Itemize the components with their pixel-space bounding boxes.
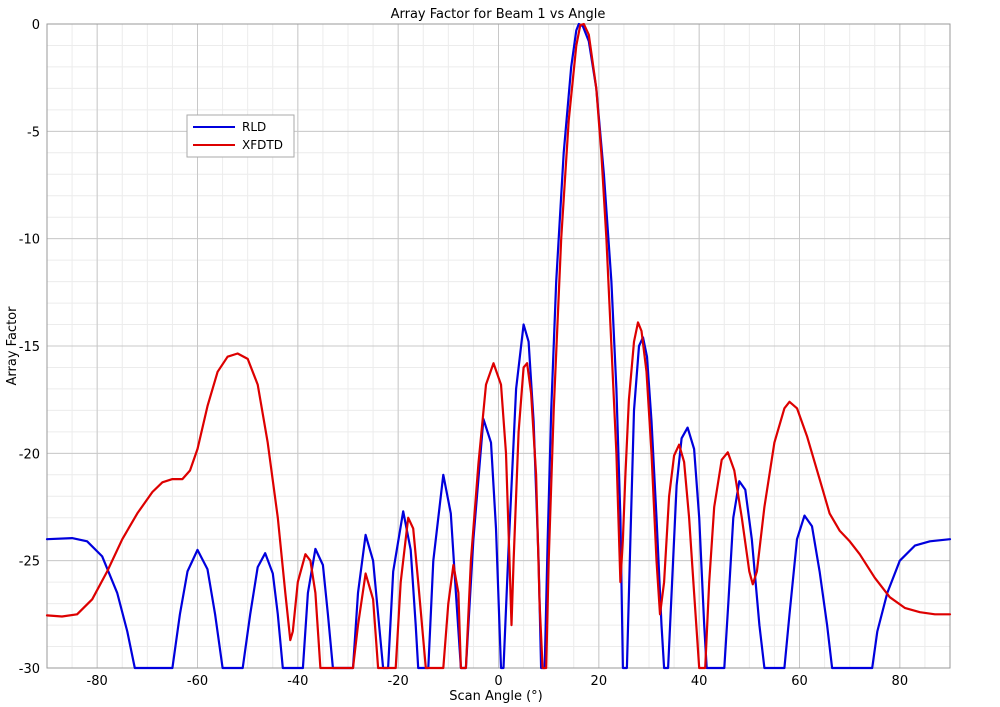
legend-box: [186, 114, 295, 158]
plot-area-frame: [46, 23, 951, 669]
x-tick-label: -80: [87, 674, 108, 689]
y-tick-label: 0: [32, 18, 40, 33]
x-tick-label: 40: [691, 674, 708, 689]
x-tick-label: -40: [287, 674, 308, 689]
x-axis-title: Scan Angle (°): [449, 689, 543, 704]
y-tick-labels: 0 -5 -10 -15 -20 -25 -30: [19, 18, 40, 677]
legend: RLD XFDTD: [186, 114, 295, 158]
y-tick-label: -20: [19, 447, 40, 462]
x-tick-label: -20: [388, 674, 409, 689]
series-layer: [45, 22, 952, 670]
series-line-xfdtd: [45, 22, 952, 670]
y-tick-label: -10: [19, 233, 40, 248]
x-tick-label: 0: [494, 674, 502, 689]
legend-label-rld: RLD: [242, 120, 266, 134]
y-axis-title: Array Factor: [5, 306, 20, 386]
x-tick-label: -60: [187, 674, 208, 689]
x-tick-label: 20: [591, 674, 608, 689]
major-grid: [47, 23, 950, 669]
y-tick-label: -30: [19, 662, 40, 677]
legend-label-xfdtd: XFDTD: [242, 138, 283, 152]
chart-title: Array Factor for Beam 1 vs Angle: [391, 7, 606, 22]
y-tick-label: -25: [19, 555, 40, 570]
x-tick-label: 80: [892, 674, 909, 689]
y-tick-label: -5: [27, 125, 40, 140]
y-tick-label: -15: [19, 340, 40, 355]
x-tick-labels: -80 -60 -40 -20 0 20 40 60 80: [87, 674, 909, 689]
x-tick-label: 60: [791, 674, 808, 689]
